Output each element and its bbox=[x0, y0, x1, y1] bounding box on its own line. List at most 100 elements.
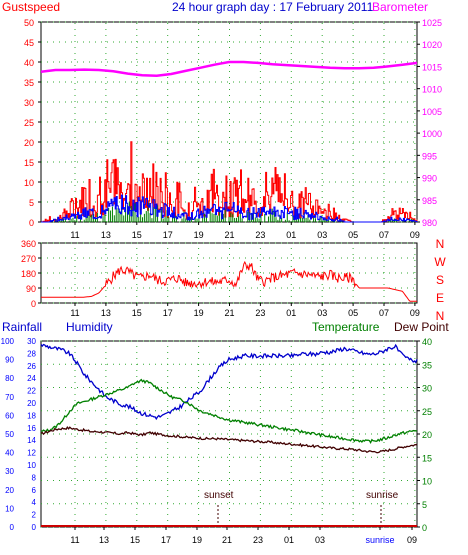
y-right-tick-label: 1020 bbox=[422, 40, 442, 50]
y-tick-label: 270 bbox=[21, 254, 36, 264]
y-rain-tick-label: 8 bbox=[32, 473, 37, 482]
y-rain-tick-label: 30 bbox=[27, 337, 36, 346]
barometer-series bbox=[40, 60, 418, 78]
y-hum-tick-label: 20 bbox=[5, 486, 14, 495]
y-right-tick-label: 985 bbox=[422, 196, 437, 206]
y-right-tick-label: 1025 bbox=[422, 18, 442, 28]
y-hum-tick-label: 80 bbox=[5, 374, 14, 383]
y-tick-label: 360 bbox=[21, 239, 36, 249]
y-left-tick-label: 20 bbox=[24, 138, 34, 148]
y-hum-tick-label: 90 bbox=[5, 356, 14, 365]
wind-series bbox=[41, 194, 418, 223]
x-tick-label: 09 bbox=[410, 308, 420, 318]
dewpoint-label: Dew Point bbox=[394, 320, 449, 334]
y-left-tick-label: 45 bbox=[24, 38, 34, 48]
y-left-tick-label: 25 bbox=[24, 118, 34, 128]
x-tick-label: 03 bbox=[317, 230, 327, 240]
y-right-tick-label: 25 bbox=[422, 407, 432, 417]
y-hum-tick-label: 40 bbox=[5, 449, 14, 458]
x-tick-label: 17 bbox=[163, 308, 173, 318]
y-left-tick-label: 0 bbox=[29, 218, 34, 228]
y-right-tick-label: 30 bbox=[422, 384, 432, 394]
temperature-label: Temperature bbox=[312, 320, 380, 334]
x-tick-label: 13 bbox=[101, 230, 111, 240]
x-tick-label: 07 bbox=[379, 230, 389, 240]
x-tick-label: 23 bbox=[253, 535, 263, 545]
y-right-tick-label: 1015 bbox=[422, 62, 442, 72]
y-right-tick-label: 15 bbox=[422, 453, 432, 463]
x-tick-label: 15 bbox=[132, 230, 142, 240]
wind-baro-panel: 0510152025303540455098098599099510001005… bbox=[24, 18, 442, 240]
humidity-series bbox=[40, 343, 418, 421]
y-rain-tick-label: 4 bbox=[32, 498, 37, 507]
y-hum-tick-label: 50 bbox=[5, 430, 14, 439]
temp-hum-panel: 0102030405060708090100024681012141618202… bbox=[1, 337, 432, 545]
x-tick-label: 09 bbox=[410, 230, 420, 240]
y-rain-tick-label: 22 bbox=[27, 387, 36, 396]
y-hum-tick-label: 70 bbox=[5, 393, 14, 402]
x-tick-label: 11 bbox=[70, 308, 79, 318]
x-tick-label: 17 bbox=[163, 230, 173, 240]
temperature-series bbox=[40, 378, 418, 444]
y-left-tick-label: 5 bbox=[29, 198, 34, 208]
y-left-tick-label: 10 bbox=[24, 178, 34, 188]
y-rain-tick-label: 2 bbox=[32, 511, 37, 520]
y-left-tick-label: 35 bbox=[24, 78, 34, 88]
y-right-tick-label: 980 bbox=[422, 218, 437, 228]
y-rain-tick-label: 26 bbox=[27, 362, 36, 371]
x-tick-label: 03 bbox=[317, 308, 327, 318]
y-rain-tick-label: 28 bbox=[27, 349, 36, 358]
x-tick-label: 11 bbox=[70, 535, 79, 545]
y-right-tick-label: 1005 bbox=[422, 107, 442, 117]
sunset-annotation: sunset bbox=[204, 490, 234, 501]
x-tick-label: 23 bbox=[255, 230, 265, 240]
humidity-label: Humidity bbox=[66, 320, 113, 334]
x-tick-label: 03 bbox=[315, 535, 325, 545]
direction-series bbox=[41, 260, 417, 302]
y-right-tick-label: 10 bbox=[422, 477, 432, 487]
x-tick-label: 15 bbox=[130, 535, 140, 545]
y-right-tick-label: 1010 bbox=[422, 85, 442, 95]
compass-letter: N bbox=[436, 309, 445, 323]
x-tick-label: 21 bbox=[224, 230, 234, 240]
x-tick-label: 19 bbox=[192, 535, 202, 545]
y-right-tick-label: 995 bbox=[422, 151, 437, 161]
baro-label: Barometer bbox=[372, 0, 428, 14]
y-right-tick-label: 0 bbox=[422, 523, 427, 533]
y-right-tick-label: 35 bbox=[422, 360, 432, 370]
y-rain-tick-label: 24 bbox=[27, 374, 36, 383]
y-tick-label: 180 bbox=[21, 269, 36, 279]
y-hum-tick-label: 60 bbox=[5, 411, 14, 420]
y-rain-tick-label: 14 bbox=[27, 436, 36, 445]
y-hum-tick-label: 30 bbox=[5, 467, 14, 476]
x-tick-label: 13 bbox=[99, 535, 109, 545]
y-hum-tick-label: 10 bbox=[5, 504, 14, 513]
gust-label: Gustspeed bbox=[2, 0, 60, 14]
x-tick-label: 11 bbox=[70, 230, 79, 240]
compass-letter: E bbox=[436, 291, 444, 305]
x-tick-label: 07 bbox=[379, 308, 389, 318]
y-right-tick-label: 5 bbox=[422, 500, 427, 510]
y-left-tick-label: 15 bbox=[24, 158, 34, 168]
sunrise-annotation: sunrise bbox=[366, 490, 399, 501]
x-tick-label: 05 bbox=[348, 230, 358, 240]
x-tick-label: 19 bbox=[194, 308, 204, 318]
y-tick-label: 90 bbox=[26, 284, 36, 294]
y-left-tick-label: 50 bbox=[24, 18, 34, 28]
x-tick-label: 15 bbox=[132, 308, 142, 318]
wind-direction-panel: 0 90 180 270 360 11 13 15 17 19 21 23 01 03 05 07 09 bbox=[21, 239, 420, 318]
dewpoint-series bbox=[40, 426, 418, 454]
y-rain-tick-label: 12 bbox=[27, 449, 36, 458]
rain-label: Rainfall bbox=[2, 320, 42, 334]
chart-title: 24 hour graph day : 17 February 2011 bbox=[172, 0, 374, 14]
y-rain-tick-label: 6 bbox=[32, 486, 37, 495]
y-right-tick-label: 1000 bbox=[422, 129, 442, 139]
x-tick-label: 21 bbox=[222, 535, 232, 545]
x-tick-label: 13 bbox=[101, 308, 111, 318]
x-tick-label: 01 bbox=[286, 308, 296, 318]
y-rain-tick-label: 0 bbox=[32, 523, 37, 532]
x-tick-label: 01 bbox=[286, 230, 296, 240]
compass-letter: W bbox=[434, 255, 446, 269]
